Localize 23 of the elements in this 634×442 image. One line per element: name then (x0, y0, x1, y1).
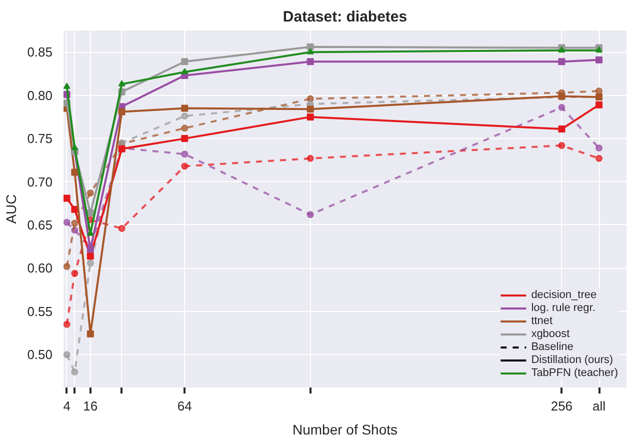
y-tick-label: 0.75 (27, 131, 53, 146)
y-tick-label: 0.85 (27, 44, 53, 60)
y-tick-label: 0.55 (27, 304, 53, 319)
x-tick-label: 16 (83, 398, 98, 414)
legend-label: ttnet (531, 315, 553, 327)
annotation: Baseline (531, 341, 574, 353)
y-tick-label: 0.50 (27, 347, 53, 362)
y-tick-label: 0.70 (27, 174, 53, 190)
y-tick-label: 0.60 (27, 260, 53, 276)
legend-label: decision_tree (531, 289, 597, 301)
legend-label: log. rule regr. (531, 302, 596, 314)
legend-label: xgboost (531, 328, 570, 340)
chart-title: Dataset: diabetes (282, 8, 408, 26)
y-tick-label: 0.65 (27, 217, 53, 232)
y-tick-label: 0.80 (27, 88, 53, 103)
x-axis-title: Number of Shots (292, 422, 398, 438)
x-tick-label: 256 (550, 398, 573, 414)
x-tick-label: 64 (177, 398, 192, 414)
legend-label: TabPFN (teacher) (531, 367, 618, 379)
annotation: Distillation (ours) (531, 354, 614, 366)
x-tick-label: 4 (63, 398, 70, 414)
x-tick-label: all (592, 398, 606, 414)
y-axis-title: AUC (3, 194, 20, 224)
